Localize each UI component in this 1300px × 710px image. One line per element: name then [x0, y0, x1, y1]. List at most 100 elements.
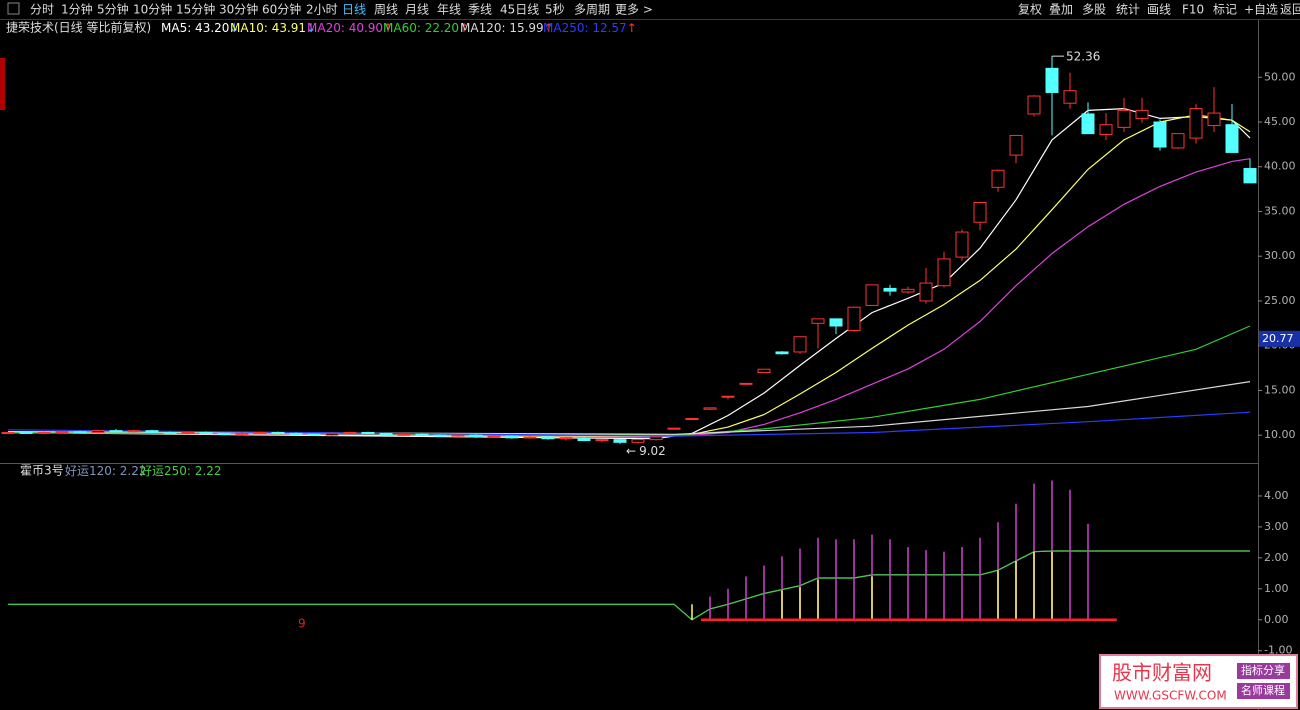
candle-body	[415, 433, 429, 436]
candle-body	[1153, 121, 1167, 148]
legend-text: MA20: 40.90	[307, 21, 383, 35]
trend-arrow: ↓	[306, 21, 316, 35]
candle-body	[307, 433, 321, 436]
candle-body	[793, 336, 807, 353]
candle-body	[721, 395, 735, 398]
legend-text: MA250: 12.57	[543, 21, 627, 35]
y-tick-label: 40.00	[1264, 160, 1296, 173]
period-tab[interactable]: 60分钟	[262, 2, 301, 17]
side-marker	[0, 58, 5, 110]
y-tick-label: 3.00	[1264, 520, 1289, 533]
watermark-tag: 指标分享	[1241, 663, 1285, 677]
watermark-tag: 名师课程	[1241, 683, 1285, 697]
candle-body	[1225, 124, 1239, 153]
legend-entry: MA120: 15.99↑	[460, 21, 554, 35]
y-tick-label: 4.00	[1264, 489, 1289, 502]
period-tab[interactable]: 季线	[468, 3, 492, 17]
min-value: 9.02	[639, 443, 666, 457]
candle-body	[757, 368, 771, 374]
candle-body	[181, 431, 195, 434]
legend-entry: MA250: 12.57↑	[543, 21, 637, 35]
candle-body	[919, 282, 933, 302]
candle-body	[667, 427, 681, 430]
tool-button[interactable]: 画线	[1147, 3, 1171, 17]
watermark-url: WWW.GSCFW.COM	[1114, 689, 1227, 703]
ma-line	[8, 550, 1250, 621]
candle-body	[1243, 168, 1257, 184]
period-tab[interactable]: 更多 >	[615, 3, 653, 17]
period-tab[interactable]: 年线	[437, 3, 461, 17]
price-marker	[1259, 330, 1300, 347]
legend-entry: MA10: 43.91↓	[230, 21, 316, 35]
tag-box	[1237, 683, 1290, 699]
tool-button[interactable]: F10	[1182, 3, 1204, 17]
candle-body	[253, 431, 267, 434]
period-tab[interactable]: 15分钟	[176, 2, 215, 17]
candle-body	[199, 431, 213, 434]
period-tab[interactable]: 分时	[30, 3, 54, 17]
period-tab[interactable]: 日线	[342, 3, 366, 17]
candle-body	[775, 351, 789, 355]
tool-button[interactable]: 多股	[1082, 3, 1106, 17]
legend-text: MA5: 43.20	[161, 21, 229, 35]
candle-body	[91, 430, 105, 433]
candle-body	[1027, 95, 1041, 115]
y-tick-label: 25.00	[1264, 294, 1296, 307]
period-tab[interactable]: 1分钟	[61, 2, 93, 17]
ma-line	[7, 107, 1251, 440]
candle-body	[217, 432, 231, 435]
tool-button[interactable]: 标记	[1213, 3, 1237, 17]
tool-button[interactable]: 返回	[1280, 3, 1300, 17]
period-tab[interactable]: 周线	[374, 3, 398, 17]
candle-body	[451, 434, 465, 437]
annotation: 9	[298, 617, 306, 631]
tag-box	[1237, 663, 1290, 679]
candle-body	[577, 437, 591, 442]
candle-body	[955, 231, 969, 258]
y-tick-label: 30.00	[1264, 249, 1296, 262]
candle-body	[973, 202, 987, 223]
period-tab[interactable]: 5秒	[545, 3, 565, 17]
candle-body	[469, 434, 483, 438]
period-tab[interactable]: 多周期	[574, 3, 610, 17]
min-label: ← 9.02	[626, 443, 666, 457]
candle-body	[37, 431, 51, 434]
trend-arrow: ↓	[229, 21, 239, 35]
period-tab[interactable]: 45日线	[500, 3, 539, 17]
candle-body	[631, 439, 645, 443]
candle-body	[1, 431, 15, 434]
tool-button[interactable]: 叠加	[1049, 3, 1073, 17]
candle-body	[397, 433, 411, 436]
period-tab[interactable]: 2小时	[306, 3, 338, 17]
period-tab[interactable]: 30分钟	[219, 2, 258, 17]
y-tick-label: 1.00	[1264, 582, 1289, 595]
ma-line	[7, 114, 1251, 438]
candle-body	[1207, 112, 1221, 127]
candle-body	[1081, 113, 1095, 135]
period-tab[interactable]: 10分钟	[133, 2, 172, 17]
candle-body	[559, 437, 573, 440]
legend-entry: MA5: 43.20↓	[161, 21, 239, 35]
candle-body	[433, 434, 447, 437]
candle-body	[73, 431, 87, 434]
menu-icon[interactable]	[7, 2, 20, 15]
candle-body	[487, 435, 501, 438]
candle-body	[145, 430, 159, 433]
candle-body	[325, 432, 339, 436]
period-tab[interactable]: 月线	[405, 3, 429, 17]
candle-body	[1045, 67, 1059, 93]
ma-line	[7, 411, 1251, 437]
candle-body	[523, 436, 537, 439]
tool-button[interactable]: 统计	[1116, 3, 1140, 17]
tool-button[interactable]: 复权	[1018, 3, 1042, 17]
candle-body	[811, 318, 825, 324]
candle-body	[1009, 134, 1023, 156]
candle-body	[127, 430, 141, 433]
period-tab[interactable]: 5分钟	[97, 2, 129, 17]
candle-body	[289, 432, 303, 435]
candle-body	[1189, 108, 1203, 139]
candle-body	[991, 169, 1005, 188]
tool-button[interactable]: +自选	[1244, 3, 1278, 17]
legend-entry: MA20: 40.90↑	[307, 21, 393, 35]
legend-text: MA10: 43.91	[230, 21, 306, 35]
